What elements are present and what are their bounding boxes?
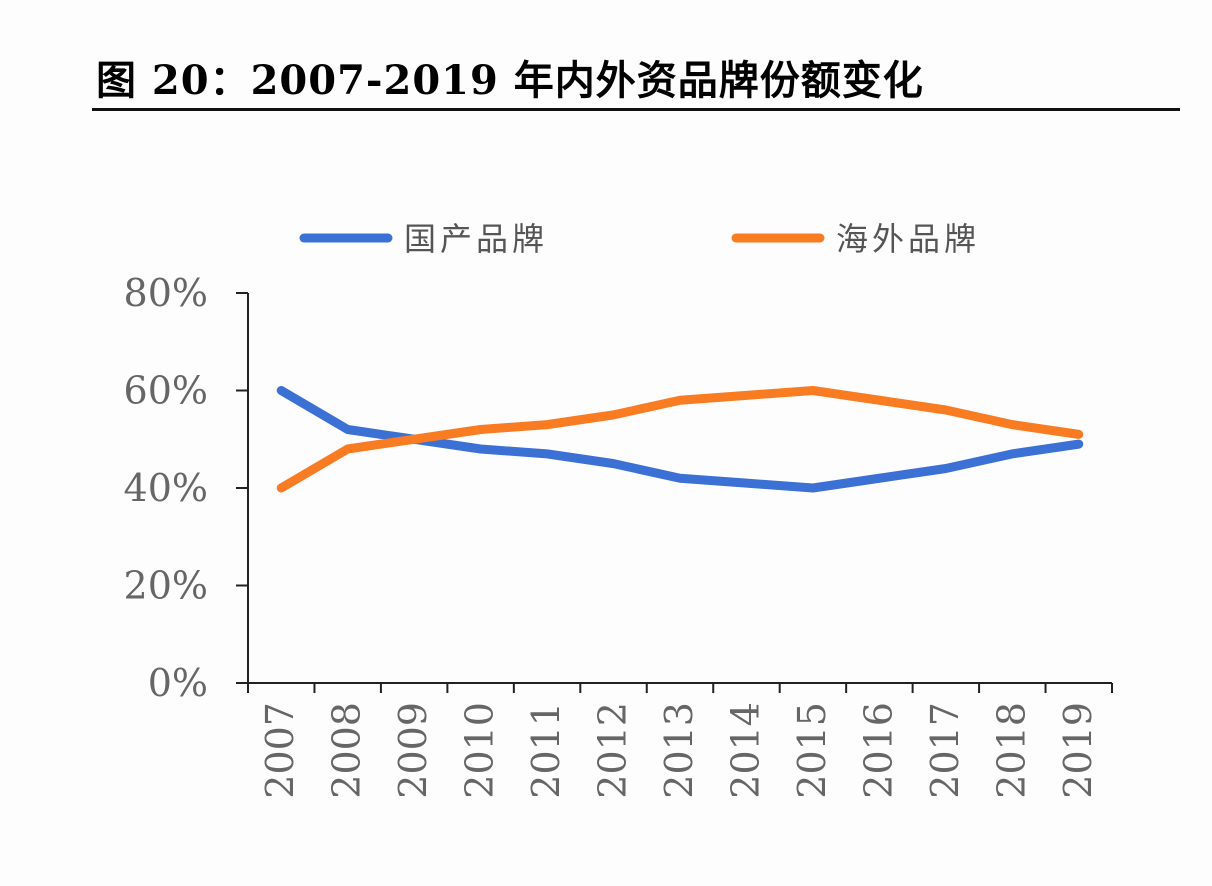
x-tick-label: 2008 [325,702,369,799]
x-tick-label: 2018 [989,702,1033,799]
x-tick-label: 2012 [591,702,635,799]
x-tick-label: 2017 [923,702,967,799]
x-tick-label: 2013 [657,702,701,799]
legend-label-1: 国产品牌 [404,220,548,258]
x-tick-label: 2014 [723,702,767,799]
x-tick-label: 2007 [258,702,302,799]
title-divider [92,108,1180,111]
series-line-2 [276,386,1084,493]
x-tick-label: 2009 [391,702,435,799]
y-tick-label: 80% [124,271,208,315]
legend-label-2: 海外品牌 [836,220,980,258]
y-tick-label: 20% [124,564,208,608]
x-tick-label: 2016 [856,702,900,799]
y-tick-label: 60% [124,369,208,413]
chart-title: 图 20：2007-2019 年内外资品牌份额变化 [96,57,924,104]
y-tick-label: 0% [148,661,208,705]
y-tick-label: 40% [124,466,208,510]
x-tick-label: 2015 [790,702,834,799]
x-tick-label: 2019 [1056,702,1100,799]
x-tick-label: 2010 [458,702,502,799]
x-tick-label: 2011 [524,702,568,799]
